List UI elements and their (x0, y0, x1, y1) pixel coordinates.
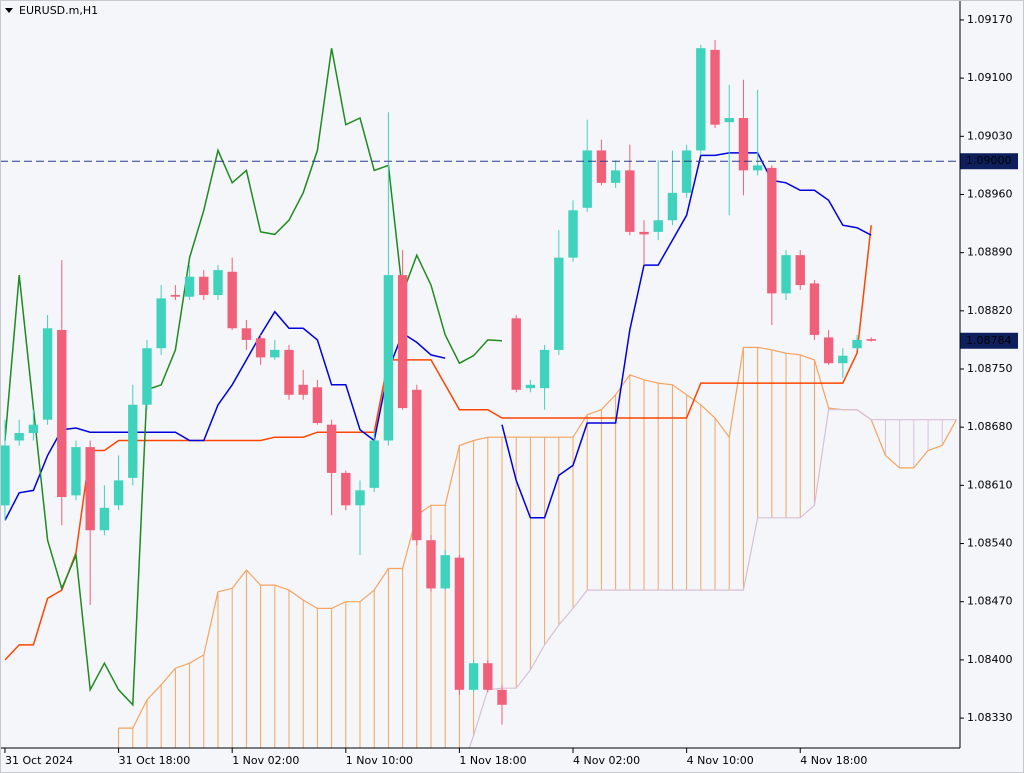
y-tick-label: 1.08890 (967, 246, 1013, 259)
y-tick-label: 1.09170 (967, 13, 1013, 26)
candle-body (724, 118, 734, 123)
candle-body (142, 348, 152, 405)
candle-body (795, 255, 805, 286)
candle-body (596, 150, 607, 183)
candle-body (14, 433, 24, 441)
candle-body (696, 48, 706, 151)
x-tick-label: 1 Nov 18:00 (459, 754, 526, 767)
candle-body (326, 424, 337, 473)
candle-body (667, 192, 678, 221)
candle-body (653, 220, 663, 232)
x-tick-label: 4 Nov 02:00 (573, 754, 640, 767)
candle-body (284, 349, 294, 395)
candle-body (483, 663, 493, 690)
y-tick-label: 1.08960 (967, 187, 1013, 200)
x-tick-label: 31 Oct 2024 (5, 754, 73, 767)
candle-body (809, 283, 820, 335)
candle-body (426, 540, 436, 589)
x-tick-label: 1 Nov 10:00 (346, 754, 413, 767)
candle-body (170, 295, 181, 297)
candle-body (625, 170, 635, 232)
y-tick-label: 1.08610 (967, 478, 1013, 491)
plot-area (0, 39, 960, 748)
candle-body (227, 271, 237, 329)
candle-body (355, 490, 365, 506)
candle-body (525, 384, 536, 389)
candle-body (852, 339, 862, 349)
candle-body (610, 170, 621, 183)
y-tick-label: 1.08750 (967, 362, 1013, 375)
candle-body (710, 49, 720, 125)
candle-body (781, 255, 791, 294)
candle-body (71, 447, 81, 496)
price-level-box (960, 153, 1018, 170)
x-tick-label: 1 Nov 02:00 (232, 754, 299, 767)
y-tick-label: 1.09100 (967, 71, 1013, 84)
candle-body (454, 557, 465, 690)
indicator-line (4, 48, 503, 707)
candle-body (270, 349, 280, 358)
candle-body (42, 328, 53, 420)
candle-body (497, 689, 507, 705)
candle-body (28, 424, 39, 434)
candle-body (156, 298, 166, 349)
y-tick-label: 1.08330 (967, 711, 1013, 724)
candle-body (412, 389, 422, 541)
candle-body (468, 663, 479, 690)
y-tick-label: 1.08540 (967, 537, 1013, 550)
indicator-line (4, 152, 872, 521)
candle-body (57, 329, 67, 498)
menu-arrow[interactable] (5, 8, 13, 13)
candle-body (113, 480, 124, 506)
candle-body (767, 167, 777, 294)
candle-body (554, 257, 564, 350)
candle-body (838, 355, 848, 364)
x-tick-label: 31 Oct 18:00 (119, 754, 191, 767)
candle-body (383, 275, 394, 441)
candle-body (255, 338, 266, 358)
candle-body (184, 276, 195, 297)
current-price-box (960, 332, 1018, 349)
y-tick-label: 1.09030 (967, 129, 1013, 142)
candle-body (440, 555, 450, 589)
current-price-label: 1.08784 (966, 334, 1012, 347)
candle-body (681, 150, 692, 193)
candle-body (568, 210, 578, 258)
y-tick-label: 1.08820 (967, 304, 1013, 317)
y-tick-label: 1.08470 (967, 595, 1013, 608)
candle-body (85, 447, 95, 531)
candle-body (738, 118, 749, 171)
candle-body (752, 165, 763, 171)
indicator-line (4, 225, 872, 661)
axes: 1.09170 1.09100 1.09030 1.08960 1.08890 1.088… (4, 13, 1018, 767)
candle-body (511, 318, 521, 390)
chart-title: EURUSD.m,H1 (19, 4, 98, 17)
candle-body (312, 387, 323, 424)
senkou-span-b (468, 409, 957, 748)
candle-body (241, 328, 252, 340)
candle-body (369, 440, 379, 488)
candle-body (823, 337, 834, 364)
y-tick-label: 1.08680 (967, 420, 1013, 433)
price-level-label: 1.09000 (966, 154, 1012, 167)
candle-body (539, 349, 550, 389)
y-tick-label: 1.08400 (967, 653, 1013, 666)
x-tick-label: 4 Nov 18:00 (800, 754, 867, 767)
candle-body (397, 275, 408, 409)
candle-body (866, 339, 876, 341)
candle-body (639, 231, 649, 235)
candle-body (213, 270, 223, 296)
candle-body (341, 472, 351, 506)
candle-body (199, 276, 209, 296)
x-tick-label: 4 Nov 10:00 (687, 754, 754, 767)
candle-body (582, 150, 592, 208)
candle-body (99, 507, 110, 531)
candle-body (298, 384, 308, 395)
senkou-span-a (118, 346, 957, 729)
candle-body (0, 445, 10, 506)
candle-body (128, 404, 138, 478)
